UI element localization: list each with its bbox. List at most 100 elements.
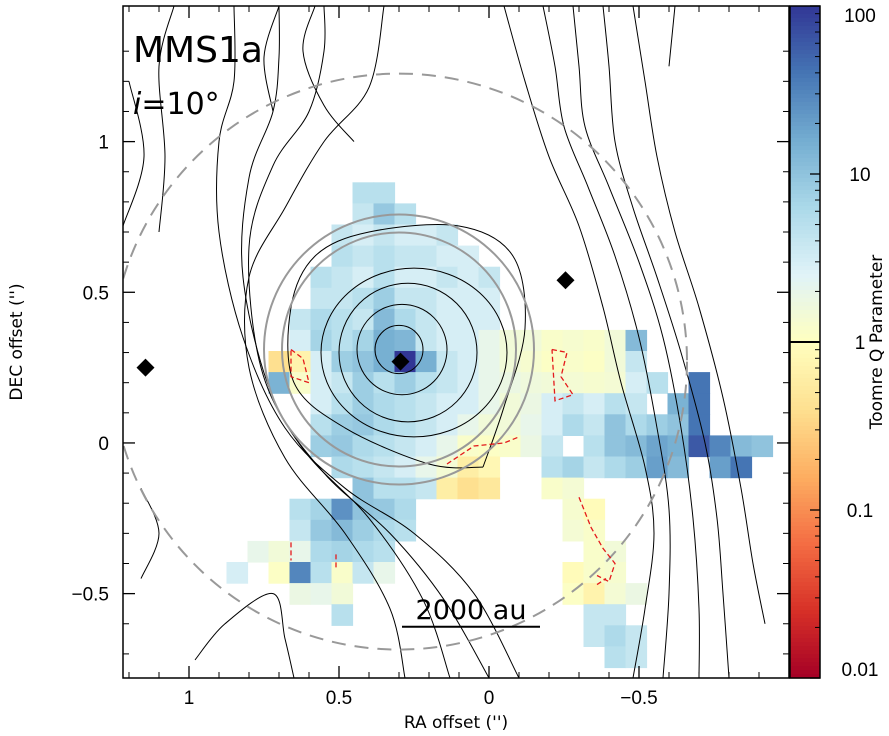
colorbar-segment [790, 374, 820, 379]
q-pixel [331, 519, 354, 542]
q-pixel [478, 308, 501, 331]
q-pixel [457, 372, 480, 394]
axes: 1 0.5 0 −0.5 1 0.5 0 −0.5 [71, 6, 789, 709]
q-pixel [625, 372, 648, 394]
colorbar-segment [790, 142, 820, 147]
colorbar-segment [790, 254, 820, 259]
colorbar-segment [790, 498, 820, 503]
colorbar-segment [790, 590, 820, 595]
q-pixel [457, 287, 480, 310]
colorbar-frame [789, 5, 821, 679]
q-pixel [352, 329, 375, 352]
colorbar-segment [790, 490, 820, 495]
q-pixel [310, 308, 333, 331]
q-pixel [331, 562, 354, 584]
q-pixel [352, 266, 375, 289]
q-pixel [562, 477, 585, 500]
colorbar-segment [790, 134, 820, 139]
y-tick-label: 0 [98, 434, 109, 455]
q-pixel [457, 329, 480, 352]
q-pixel [478, 435, 501, 458]
colorbar-segment [790, 214, 820, 219]
q-pixel [310, 372, 333, 394]
q-pixel [310, 393, 333, 415]
q-pixel [331, 372, 354, 394]
x-tick-label: 1 [184, 688, 195, 709]
q-pixel [289, 308, 312, 331]
q-pixel [289, 351, 312, 373]
colorbar-segment [790, 326, 820, 331]
colorbar-segment [790, 10, 820, 15]
colorbar-segment [790, 402, 820, 407]
colorbar-segment [790, 566, 820, 571]
q-pixel [436, 435, 459, 458]
colorbar-segment [790, 670, 820, 675]
q-pixel [667, 456, 690, 479]
q-pixel [373, 498, 396, 521]
colorbar-segment [790, 54, 820, 59]
q-one-contour [446, 436, 520, 465]
colorbar-segment [790, 542, 820, 547]
diamond-marker-mms1a [391, 352, 410, 371]
scale-bar: 2000 au [402, 595, 540, 628]
q-pixel [268, 562, 291, 584]
q-pixel [352, 456, 375, 479]
colorbar-segment [790, 46, 820, 51]
q-pixel [373, 393, 396, 415]
contour-line [287, 224, 526, 469]
q-pixel [352, 287, 375, 310]
colorbar-segment [790, 286, 820, 291]
q-pixel [583, 498, 606, 521]
q-pixel [583, 329, 606, 352]
contour-closed [338, 282, 478, 423]
colorbar-segment [790, 294, 820, 299]
colorbar-segment [790, 198, 820, 203]
q-pixel [331, 245, 354, 268]
colorbar-segment [790, 158, 820, 163]
panel-title: MMS1a [133, 30, 263, 71]
colorbar-segment [790, 414, 820, 419]
colorbar: 100 10 1 0.1 0.01 [790, 5, 878, 681]
contour-line [668, 6, 676, 67]
contour-line [602, 6, 730, 678]
colorbar-segment [790, 74, 820, 79]
colorbar-segment [790, 466, 820, 471]
q-pixel [331, 414, 354, 436]
colorbar-segment [790, 38, 820, 43]
q-pixel [562, 329, 585, 352]
q-pixel [730, 435, 753, 458]
q-pixel [625, 329, 648, 352]
q-pixel [394, 224, 417, 247]
colorbar-segment [790, 318, 820, 323]
colorbar-segment [790, 526, 820, 531]
colorbar-tick-label: 1 [855, 333, 866, 354]
colorbar-segment [790, 118, 820, 123]
colorbar-segment [790, 322, 820, 327]
colorbar-segment [790, 182, 820, 187]
q-pixel [436, 477, 459, 500]
colorbar-title: Toomre Q Parameter [867, 255, 887, 431]
q-pixel [310, 583, 333, 605]
q-pixel [583, 414, 606, 436]
colorbar-segment [790, 454, 820, 459]
q-pixel [604, 372, 627, 394]
q-pixel [604, 351, 627, 373]
colorbar-segment [790, 442, 820, 447]
q-pixel [436, 393, 459, 415]
colorbar-segment [790, 34, 820, 39]
q-pixel [394, 393, 417, 415]
solid-reference-circle [281, 231, 517, 468]
colorbar-segment [790, 330, 820, 335]
q-pixel [394, 308, 417, 331]
colorbar-segment [790, 162, 820, 167]
colorbar-segment [790, 562, 820, 567]
colorbar-segment [790, 42, 820, 47]
y-tick-label: 0.5 [83, 283, 109, 304]
colorbar-segment [790, 334, 820, 339]
contour-line [248, 6, 451, 678]
q-pixel [562, 498, 585, 521]
colorbar-segment [790, 210, 820, 215]
contour-line [158, 6, 175, 233]
colorbar-segment [790, 358, 820, 363]
q-pixel [415, 329, 438, 352]
